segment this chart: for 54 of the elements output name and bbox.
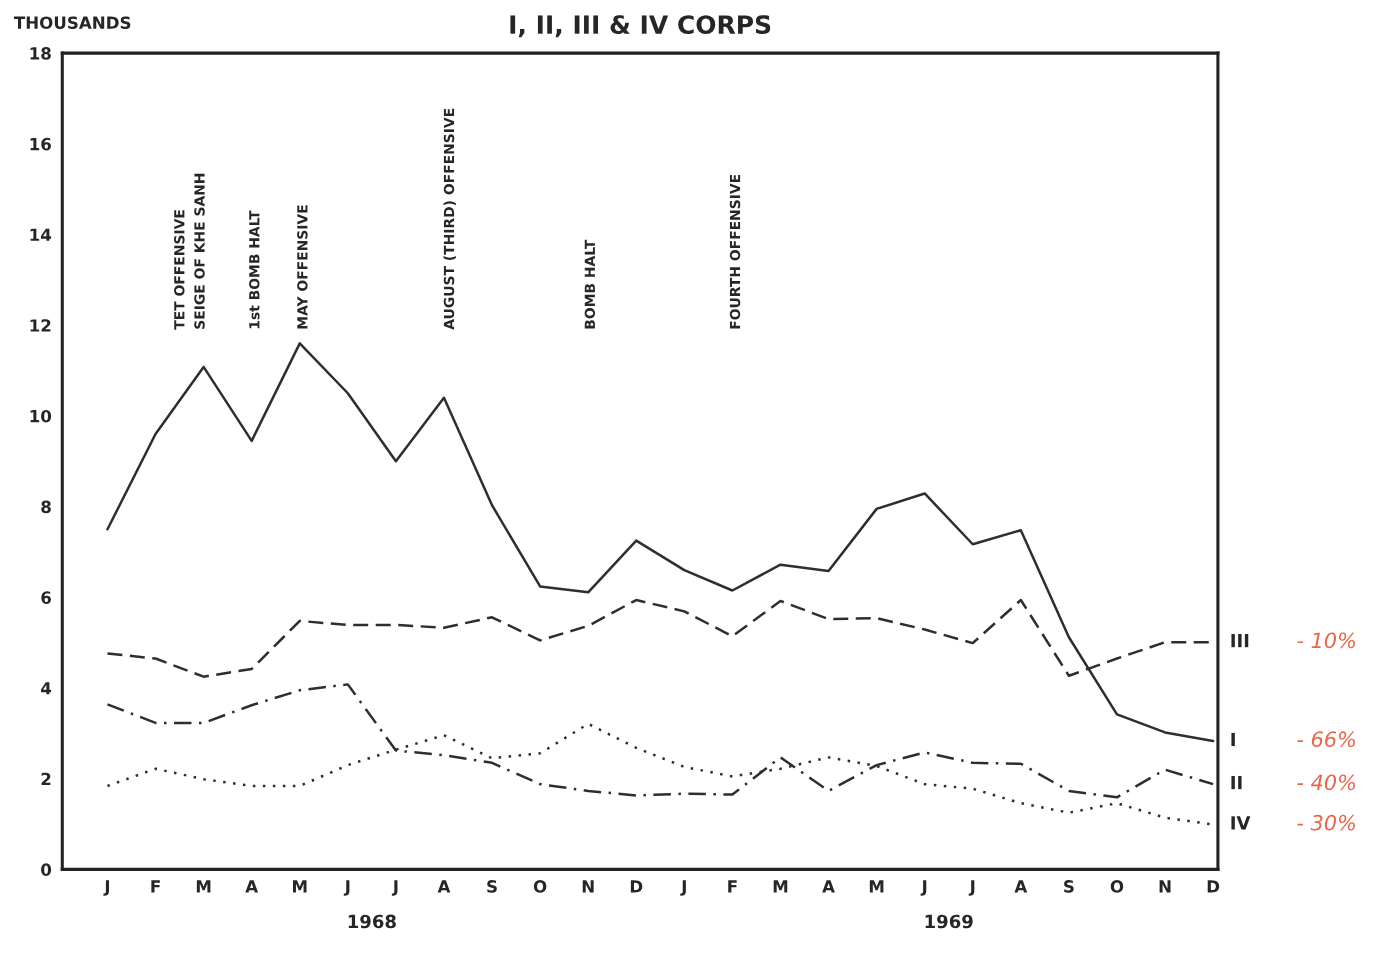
x-tick-label: N bbox=[1159, 880, 1171, 893]
x-tick-label: A bbox=[437, 880, 451, 893]
line-series bbox=[106, 342, 1215, 743]
text: 1968 bbox=[348, 914, 396, 929]
x-tick-label: J bbox=[343, 880, 350, 896]
x-tick-label: D bbox=[630, 880, 643, 893]
text: - 10% bbox=[1297, 632, 1355, 649]
text: 1969 bbox=[925, 914, 973, 929]
y-tick-label: 8 bbox=[41, 500, 51, 514]
y-tick-label: 2 bbox=[41, 772, 51, 786]
x-tick-label: S bbox=[487, 880, 497, 893]
series-label: II bbox=[1231, 775, 1242, 790]
x-tick-label: M bbox=[869, 880, 884, 893]
annotation: 1st BOMB HALT bbox=[249, 210, 260, 329]
annotation: FOURTH OFFENSIVE bbox=[729, 174, 741, 329]
x-tick-label: A bbox=[822, 880, 835, 893]
x-tick-label: F bbox=[151, 880, 160, 893]
series-label: III bbox=[1231, 634, 1249, 648]
annotation: TET OFFENSIVE bbox=[174, 210, 185, 330]
x-tick-label: M bbox=[292, 880, 307, 893]
series-label: I bbox=[1231, 732, 1235, 747]
chart-title: I, II, III & IV CORPS bbox=[510, 15, 771, 38]
x-tick-label: J bbox=[920, 880, 927, 896]
y-tick-label: 0 bbox=[41, 863, 52, 876]
y-tick-label: 18 bbox=[30, 47, 51, 60]
y-tick-label: 16 bbox=[30, 137, 51, 151]
x-tick-label: J bbox=[968, 880, 975, 896]
y-tick-label: 10 bbox=[30, 409, 52, 423]
x-tick-label: A bbox=[1014, 880, 1028, 893]
y-tick-label: 14 bbox=[30, 228, 52, 241]
x-tick-label: O bbox=[533, 880, 547, 893]
annotation: AUGUST (THIRD) OFFENSIVE bbox=[443, 108, 456, 330]
y-tick-label: 4 bbox=[41, 682, 52, 695]
annotation: BOMB HALT bbox=[584, 239, 596, 329]
x-tick-label: J bbox=[103, 880, 110, 896]
x-tick-label: M bbox=[196, 880, 211, 893]
x-tick-label: D bbox=[1207, 880, 1220, 893]
x-tick-label: J bbox=[391, 880, 398, 896]
x-tick-label: N bbox=[582, 880, 594, 893]
annotation: SEIGE OF KHE SANH bbox=[194, 173, 205, 329]
y-tick-label: 12 bbox=[30, 319, 51, 332]
text: - 66% bbox=[1297, 731, 1355, 748]
text: - 30% bbox=[1297, 814, 1355, 831]
y-tick-label: 6 bbox=[41, 591, 51, 604]
x-tick-label: M bbox=[773, 880, 788, 893]
x-tick-label: A bbox=[245, 880, 259, 893]
x-tick-label: F bbox=[728, 880, 737, 893]
series-label: IV bbox=[1231, 816, 1251, 830]
x-tick-label: J bbox=[680, 880, 686, 896]
x-tick-label: S bbox=[1064, 880, 1074, 893]
annotation: MAY OFFENSIVE bbox=[297, 205, 308, 329]
y-axis-title: THOUSANDS bbox=[13, 16, 131, 29]
text: - 40% bbox=[1297, 774, 1355, 791]
x-tick-label: O bbox=[1110, 880, 1124, 893]
